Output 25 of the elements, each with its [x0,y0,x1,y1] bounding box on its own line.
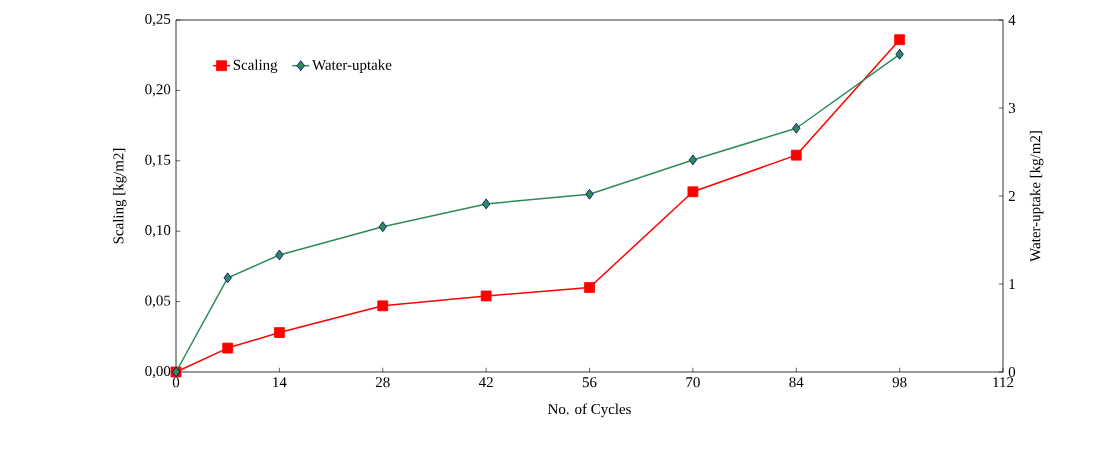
x-tick-label: 56 [582,377,597,388]
y-tick-label: 0,20 [145,84,171,97]
y-axis-title: Scaling [kg/m2] [112,148,127,244]
legend-label: Scaling [233,59,278,73]
legend-label: Water-uptake [312,59,392,73]
y-tick-label: 0,00 [145,365,171,379]
y-tick-label: 0,25 [145,13,171,27]
y2-tick-label: 2 [1008,191,1015,201]
x-tick-label: 112 [993,377,1014,388]
y2-tick-label: 1 [1009,279,1015,289]
x-tick-label: 14 [273,377,287,388]
x-tick-label: 0 [172,377,180,388]
x-tick-label: 84 [789,377,804,388]
x-tick-label: 70 [686,377,700,388]
y2-tick-label: 4 [1008,15,1016,25]
x-tick-label: 28 [375,377,390,388]
x-tick-label: 98 [892,377,907,388]
y2-tick-label: 0 [1008,366,1016,378]
x-tick-label: 42 [478,377,493,388]
y-tick-label: 0,10 [145,225,171,238]
y-tick-label: 0,05 [145,295,171,308]
y2-tick-label: 3 [1008,102,1016,114]
x-axis-title: No. of Cycles [548,403,631,418]
y2-axis-title: Water-uptake [kg/m2] [1029,131,1044,262]
y-tick-label: 0,15 [145,154,171,167]
